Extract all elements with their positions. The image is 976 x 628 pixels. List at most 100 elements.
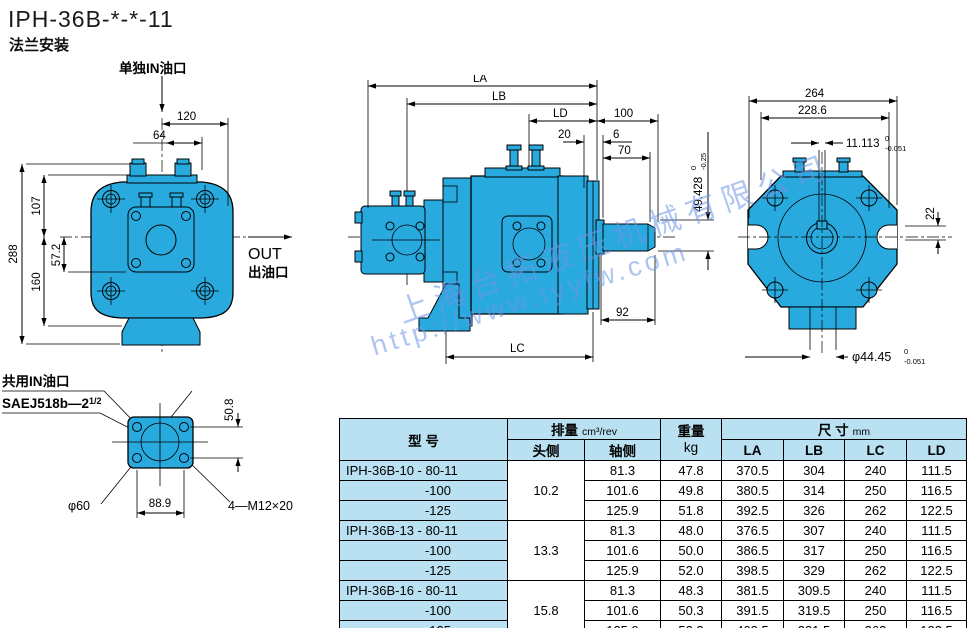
shaft-cell: 125.9 (584, 500, 661, 521)
side-view-body (354, 144, 656, 332)
dim-88-9: 88.9 (149, 498, 171, 510)
lb-cell: 307 (783, 520, 845, 541)
model-cell: IPH-36B-10 - 80-11 (339, 460, 508, 481)
ld-cell: 111.5 (905, 580, 968, 601)
head-side-cell: 15.8 (507, 580, 585, 628)
dim-160: 160 (31, 272, 43, 291)
la-cell: 376.5 (721, 520, 784, 541)
page-subtitle: 法兰安装 (9, 37, 70, 54)
shaft-cell: 81.3 (584, 580, 661, 601)
shaft-cell: 81.3 (584, 460, 661, 481)
weight-cell: 49.8 (660, 480, 722, 501)
out-sub-label: 出油口 (248, 264, 289, 280)
col-model: 型 号 (339, 418, 508, 461)
col-LA: LA (721, 439, 784, 461)
dim-100: 100 (614, 108, 633, 120)
dim-LD: LD (553, 108, 568, 120)
dim-228-6: 228.6 (798, 105, 827, 117)
ld-cell: 111.5 (905, 460, 968, 481)
dim-120: 120 (177, 111, 196, 123)
dim-64: 64 (153, 130, 166, 142)
dim-107: 107 (31, 196, 43, 215)
lc-cell: 262 (844, 620, 907, 628)
shaft-cell: 101.6 (584, 540, 661, 561)
lb-cell: 304 (783, 460, 845, 481)
col-LC: LC (844, 439, 907, 461)
lb-cell: 329 (783, 560, 845, 581)
ld-cell: 122.5 (905, 500, 968, 521)
rear-view-body (738, 150, 952, 355)
la-cell: 391.5 (721, 600, 784, 621)
bolt-spec-label: 4—M12×20 (228, 499, 293, 513)
table-row: -125 125.9 51.8 392.5 326 262 122.5 (339, 500, 968, 521)
la-cell: 392.5 (721, 500, 784, 521)
weight-cell: 52.0 (660, 560, 722, 581)
table-row: -100 101.6 50.0 386.5 317 250 116.5 (339, 540, 968, 561)
front-view-body (90, 158, 234, 346)
model-cell: IPH-36B-13 - 80-11 (339, 520, 508, 541)
weight-cell: 48.3 (660, 580, 722, 601)
col-head-side: 头侧 (507, 439, 585, 461)
dim-44-45-tol-hi: 0 (904, 347, 908, 356)
weight-cell: 48.0 (660, 520, 722, 541)
weight-cell: 51.8 (660, 500, 722, 521)
weight-cell: 50.0 (660, 540, 722, 561)
dim-70: 70 (618, 145, 631, 157)
shaft-cell: 101.6 (584, 480, 661, 501)
dim-6: 6 (613, 129, 619, 141)
dim-57-2: 57.2 (51, 244, 63, 266)
dim-22: 22 (925, 207, 937, 220)
inlet-view-dimensions: 50.8 88.9 φ60 4—M12×20 (68, 399, 293, 518)
col-weight: 重量 kg (660, 418, 722, 461)
head-side-cell: 10.2 (507, 460, 585, 521)
out-label: OUT (248, 246, 282, 263)
dim-LA: LA (473, 75, 487, 85)
inlet-view-leaders: 共用IN油口 SAEJ518b—21/2 (2, 373, 231, 505)
dim-LC: LC (510, 343, 525, 355)
dim-44-45-tol-lo: -0.051 (904, 357, 925, 366)
lb-cell: 319.5 (783, 600, 845, 621)
table-subheader-row: 头侧 轴侧 LA LB LC LD (340, 439, 968, 461)
lb-cell: 326 (783, 500, 845, 521)
weight-cell: 50.3 (660, 600, 722, 621)
table-row: IPH-36B-10 - 80-11 10.2 81.3 47.8 370.5 … (339, 460, 968, 521)
side-view-drawing: LA LB LD 100 20 6 70 49.428 0 (348, 75, 714, 364)
rear-view-dimensions: 264 228.6 11.113 0 -0.051 22 φ44.45 0 -0… (745, 88, 946, 366)
col-dimensions: 尺 寸 mm (720, 418, 968, 440)
shaft-cell: 81.3 (584, 520, 661, 541)
lc-cell: 240 (844, 580, 907, 601)
lc-cell: 250 (844, 480, 907, 501)
table-row: -125 125.9 52.0 398.5 329 262 122.5 (339, 560, 968, 581)
head-side-cell: 13.3 (507, 520, 585, 581)
dim-44-45: φ44.45 (852, 350, 891, 364)
front-view-bolt-holes (97, 185, 219, 305)
dim-LB: LB (492, 91, 506, 103)
inlet-spec-label: SAEJ518b—21/2 (2, 396, 102, 411)
la-cell: 386.5 (721, 540, 784, 561)
shaft-cell: 125.9 (584, 620, 661, 628)
ld-cell: 111.5 (905, 520, 968, 541)
inlet-port-label: 单独IN油口 (119, 60, 187, 76)
lc-cell: 262 (844, 560, 907, 581)
la-cell: 370.5 (721, 460, 784, 481)
model-cell: IPH-36B-16 - 80-11 (339, 580, 508, 601)
col-displacement: 排量 cm³/rev (507, 418, 661, 440)
model-cell: -125 (339, 500, 508, 521)
dim-11-113-tol-hi: 0 (885, 134, 889, 143)
dim-11-113-tol-lo: -0.051 (885, 144, 906, 153)
lc-cell: 240 (844, 520, 907, 541)
ld-cell: 116.5 (905, 480, 968, 501)
dim-11-113: 11.113 (846, 138, 879, 150)
front-view-drawing: 单独IN油口 120 64 288 107 160 57.2 OUT 出油口 (8, 60, 292, 352)
la-cell: 403.5 (721, 620, 784, 628)
inlet-shared-label: 共用IN油口 (2, 373, 70, 389)
lb-cell: 317 (783, 540, 845, 561)
weight-cell: 52.3 (660, 620, 722, 628)
side-view-dimensions: LA LB LD 100 20 6 70 49.428 0 (367, 75, 714, 362)
front-view-dimensions: 单独IN油口 120 64 288 107 160 57.2 OUT 出油口 (8, 60, 292, 345)
col-LD: LD (905, 439, 968, 461)
model-cell: -125 (339, 620, 508, 628)
la-cell: 398.5 (721, 560, 784, 581)
model-cell: -100 (339, 600, 508, 621)
